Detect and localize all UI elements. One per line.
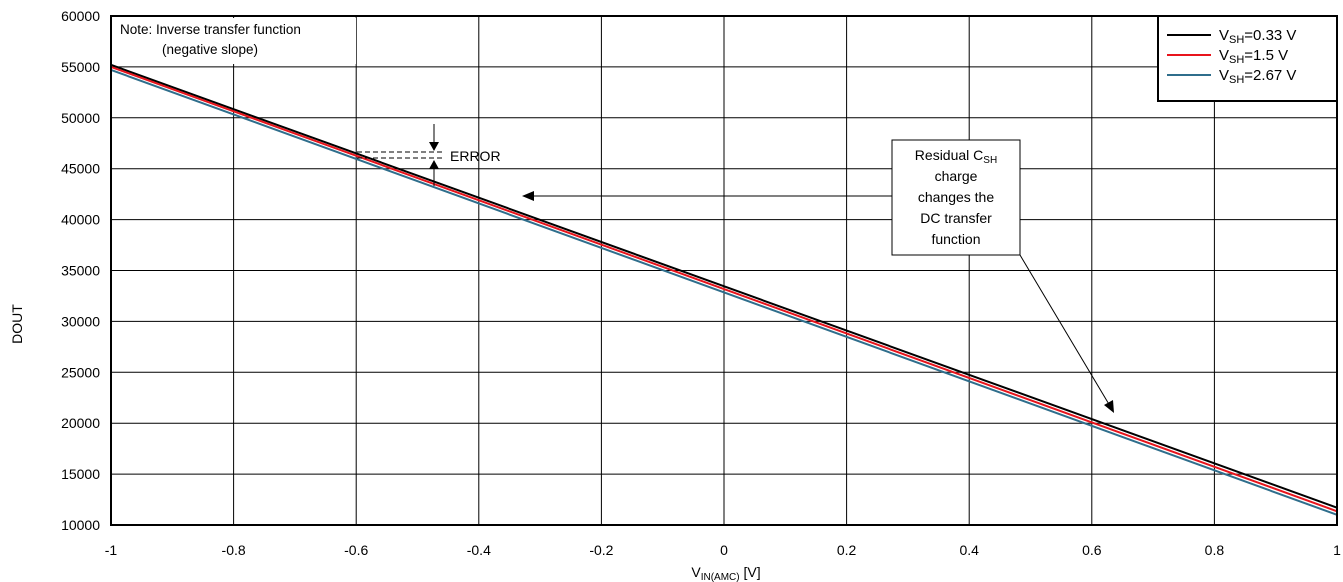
y-tick-label: 35000 bbox=[61, 263, 100, 279]
y-tick-label: 40000 bbox=[61, 212, 100, 228]
y-tick-label: 50000 bbox=[61, 110, 100, 126]
x-tick-label: -0.4 bbox=[467, 542, 491, 558]
plot-frame bbox=[110, 15, 1338, 526]
residual-line-5: function bbox=[931, 231, 980, 247]
legend-label-1: VSH=0.33 V bbox=[1219, 27, 1296, 46]
legend-label-2: VSH=1.5 V bbox=[1219, 47, 1288, 66]
x-tick-labels: -1 -0.8 -0.6 -0.4 -0.2 0 0.2 0.4 0.6 0.8 1 bbox=[105, 542, 1341, 558]
y-tick-label: 20000 bbox=[61, 415, 100, 431]
residual-box bbox=[891, 139, 1021, 256]
x-tick-label: 0.2 bbox=[837, 542, 857, 558]
legend-label-3: VSH=2.67 V bbox=[1219, 67, 1296, 86]
y-axis-title: DOUT bbox=[9, 304, 25, 344]
note-line-2: (negative slope) bbox=[162, 42, 258, 57]
residual-annotation: Residual CSH charge changes the DC trans… bbox=[522, 139, 1114, 413]
legend-box bbox=[1157, 15, 1338, 102]
y-tick-label: 15000 bbox=[61, 466, 100, 482]
note-line-1: Note: Inverse transfer function bbox=[120, 22, 301, 37]
series-line-1 bbox=[110, 63, 1338, 509]
x-tick-label: -0.6 bbox=[344, 542, 368, 558]
error-annotation: ERROR bbox=[357, 124, 501, 186]
y-tick-label: 60000 bbox=[61, 8, 100, 24]
x-axis-title-subscript: IN(AMC) bbox=[701, 572, 740, 582]
x-tick-label: 0.4 bbox=[959, 542, 979, 558]
residual-line-1: Residual CSH bbox=[915, 147, 997, 166]
x-tick-label: -0.8 bbox=[222, 542, 246, 558]
y-tick-label: 10000 bbox=[61, 517, 100, 533]
x-axis-title: VIN(AMC) [V] bbox=[691, 564, 760, 582]
series-line-3 bbox=[110, 69, 1338, 516]
x-tick-label: 0.8 bbox=[1205, 542, 1225, 558]
x-tick-label: -0.2 bbox=[589, 542, 613, 558]
note-box bbox=[113, 18, 356, 64]
x-tick-label: 0.6 bbox=[1082, 542, 1102, 558]
residual-line-2: charge bbox=[935, 168, 978, 184]
x-tick-label: 1 bbox=[1333, 542, 1341, 558]
residual-line-4: DC transfer bbox=[920, 210, 992, 226]
series-lines bbox=[110, 63, 1338, 516]
x-tick-label: 0 bbox=[720, 542, 728, 558]
y-tick-label: 55000 bbox=[61, 59, 100, 75]
residual-line-3: changes the bbox=[918, 189, 994, 205]
series-line-2 bbox=[110, 65, 1338, 513]
y-tick-labels: 10000 15000 20000 25000 30000 35000 40000 45000… bbox=[61, 8, 100, 533]
y-tick-label: 45000 bbox=[61, 161, 100, 177]
y-tick-label: 25000 bbox=[61, 364, 100, 380]
error-label: ERROR bbox=[450, 148, 501, 164]
y-tick-label: 30000 bbox=[61, 313, 100, 329]
x-tick-label: -1 bbox=[105, 542, 118, 558]
residual-line-1-subscript: SH bbox=[983, 155, 997, 166]
